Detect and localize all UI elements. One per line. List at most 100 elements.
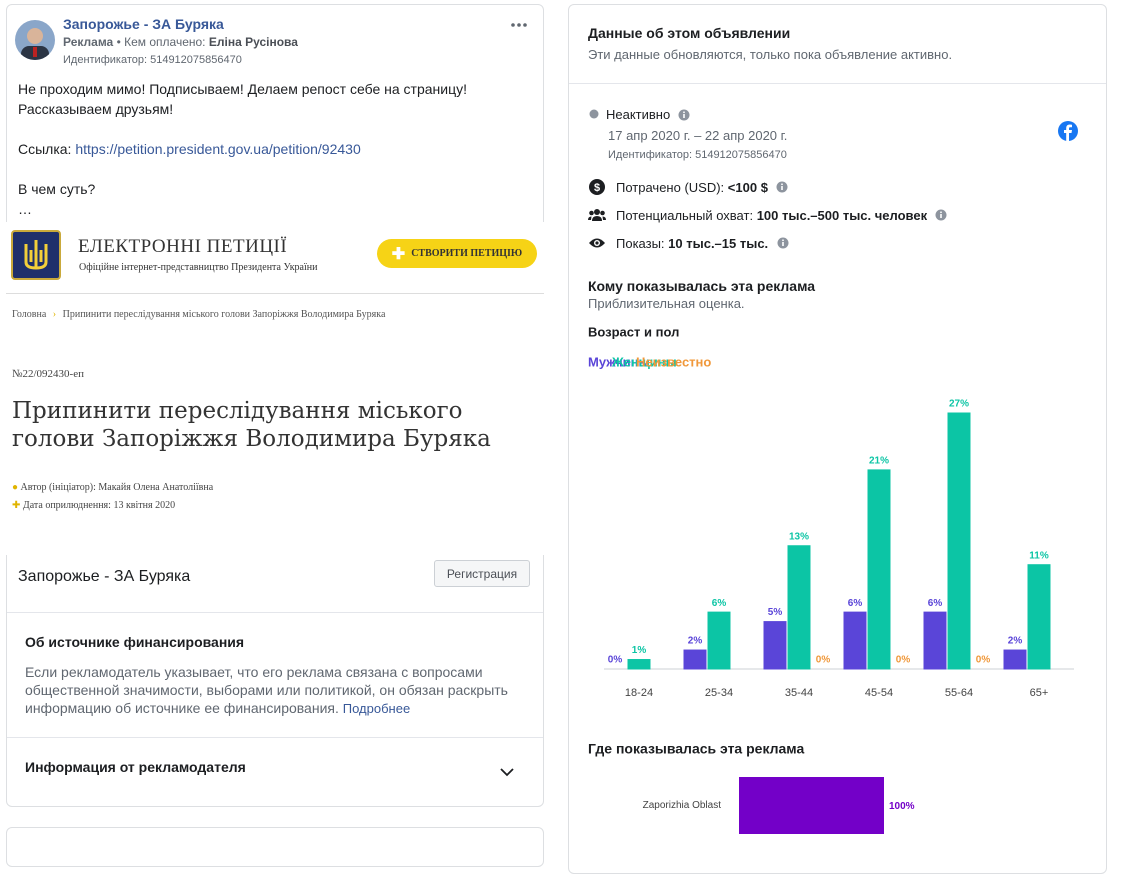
spent: <100 $ (727, 180, 768, 195)
value-label: 6% (712, 598, 727, 609)
impressions: 10 тыс.–15 тыс. (668, 236, 769, 251)
bar (707, 611, 731, 670)
status-dot (589, 109, 599, 119)
chart-title: Где показывалась эта реклама (588, 741, 804, 757)
spent-row: Потрачено (USD): <100 $ (616, 180, 768, 195)
audience-subtitle: Приблизительная оценка. (588, 296, 745, 311)
more-menu[interactable] (510, 20, 528, 30)
bar (739, 777, 884, 834)
details-title: Данные об этом объявлении (588, 25, 791, 41)
ellipsis: … (18, 201, 32, 217)
funding-info: Если рекламодатель указывает, что его ре… (25, 663, 525, 718)
value-label: 0% (896, 655, 911, 666)
sponsor-line: Реклама • Кем оплачено: Еліна Русінова (63, 35, 298, 49)
svg-text:$: $ (594, 182, 600, 194)
x-tick-label: 55-64 (945, 687, 973, 699)
site-title: ЕЛЕКТРОННІ ПЕТИЦІЇ (78, 236, 288, 257)
button-label: СТВОРИТИ ПЕТИЦІЮ (411, 248, 523, 259)
status: Неактивно (606, 107, 671, 122)
info-icon[interactable] (935, 209, 947, 221)
page-name[interactable]: Запорожье - ЗА Буряка (63, 16, 224, 32)
petition-author: ● Автор (ініціатор): Макайя Олена Анатол… (12, 482, 214, 493)
value-label: 0% (608, 655, 623, 666)
x-tick-label: 25-34 (705, 687, 733, 699)
crumb-home: Головна (12, 309, 47, 320)
dollar-icon: $ (589, 179, 605, 195)
funding-title: Об источнике финансирования (25, 634, 245, 650)
eye-icon (589, 238, 605, 248)
petition-heading: Припинити переслідування міського голови… (12, 398, 491, 452)
advertiser-info[interactable]: Информация от рекламодателя (25, 759, 246, 775)
details-card (568, 4, 1107, 874)
create-petition-button[interactable]: ✚ СТВОРИТИ ПЕТИЦІЮ (377, 239, 537, 268)
petition-date: ✚ Дата оприлюднення: 13 квітня 2020 (12, 500, 176, 511)
bar (843, 611, 867, 670)
payer: Еліна Русінова (208, 35, 298, 49)
value-label: 2% (1008, 636, 1023, 647)
info-icon[interactable] (777, 237, 789, 249)
x-tick-label: 65+ (1030, 687, 1049, 699)
bar (867, 469, 891, 670)
spent-label: Потрачено (USD): (616, 180, 725, 195)
chart-title: Возраст и пол (588, 324, 679, 339)
bar (763, 621, 787, 670)
date: Дата оприлюднення: 13 квітня 2020 (22, 500, 176, 511)
value-label: 100% (889, 801, 915, 812)
value-label: 6% (928, 598, 943, 609)
author: Автор (ініціатор): Макайя Олена Анатолії… (20, 482, 214, 493)
divider (569, 83, 1106, 84)
value-label: 13% (789, 531, 809, 542)
petition-number: №22/092430-еп (12, 368, 84, 380)
cta-title: Запорожье - ЗА Буряка (18, 568, 191, 585)
details-id: Идентификатор: 514912075856470 (608, 149, 787, 161)
impressions-row: Показы: 10 тыс.–15 тыс. (616, 236, 768, 251)
value-label: 0% (816, 655, 831, 666)
legend-entry: Неизвестно (636, 354, 711, 369)
legend-entry: Женщины (611, 354, 677, 369)
ad-text: В чем суть? (18, 181, 96, 197)
divider (6, 293, 544, 294)
bar (683, 649, 707, 670)
bar (1027, 564, 1051, 670)
learn-more-link[interactable]: Подробнее (342, 701, 411, 716)
avatar (15, 20, 55, 60)
bar (627, 659, 651, 670)
value-label: 6% (848, 598, 863, 609)
facebook-icon (1058, 121, 1078, 141)
reach-label: Потенциальный охват: (616, 208, 754, 223)
value-label: 21% (869, 456, 889, 467)
info-icon[interactable] (678, 109, 690, 121)
run-dates: 17 апр 2020 г. – 22 апр 2020 г. (608, 128, 788, 143)
sponsored-label: Реклама (63, 35, 114, 49)
ad-link[interactable]: https://petition.president.gov.ua/petiti… (75, 141, 361, 157)
value-label: 1% (632, 645, 647, 656)
y-tick-label: Zaporizhia Oblast (643, 800, 722, 811)
chevron[interactable] (499, 767, 515, 777)
ad-body: Не проходим мимо! Подписываем! Делаем ре… (18, 79, 523, 219)
bar (923, 611, 947, 670)
charts: Возраст и пол Где показывалась эта рекла… (588, 324, 1074, 834)
x-tick-label: 45-54 (865, 687, 893, 699)
ad-id: Идентификатор: 514912075856470 (63, 54, 242, 66)
impressions-label: Показы: (616, 236, 665, 251)
divider (7, 612, 543, 613)
reach-row: Потенциальный охват: 100 тыс.–500 тыс. ч… (616, 208, 927, 223)
x-tick-label: 18-24 (625, 687, 653, 699)
page: Ad Library { "ad": { "page_name": "Запор… (6, 4, 1107, 874)
divider (7, 737, 543, 738)
x-tick-label: 35-44 (785, 687, 813, 699)
people-icon (588, 209, 606, 221)
reach: 100 тыс.–500 тыс. человек (756, 208, 928, 223)
details-subtitle: Эти данные обновляются, только пока объя… (588, 47, 953, 62)
crumb-current: Припинити переслідування міського голови… (62, 309, 386, 320)
cta-button[interactable]: Регистрация (434, 560, 530, 587)
ad-image[interactable]: ЕЛЕКТРОННІ ПЕТИЦІЇ Офіційне інтернет-пре… (6, 222, 544, 555)
funding-text: Если рекламодатель указывает, что его ре… (25, 664, 508, 716)
value-label: 0% (976, 655, 991, 666)
audience-title: Кому показывалась эта реклама (588, 278, 816, 294)
bar (947, 412, 971, 670)
emblem (11, 230, 61, 280)
bar (787, 545, 811, 670)
info-icon[interactable] (776, 181, 788, 193)
site-subtitle: Офіційне інтернет-представництво Президе… (79, 262, 318, 273)
